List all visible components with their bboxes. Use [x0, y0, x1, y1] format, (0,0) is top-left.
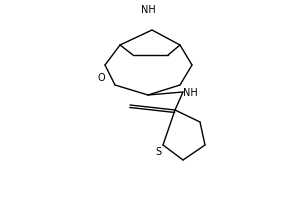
Text: NH: NH: [183, 88, 198, 98]
Text: NH: NH: [141, 5, 155, 15]
Text: O: O: [98, 73, 105, 83]
Text: S: S: [155, 147, 161, 157]
